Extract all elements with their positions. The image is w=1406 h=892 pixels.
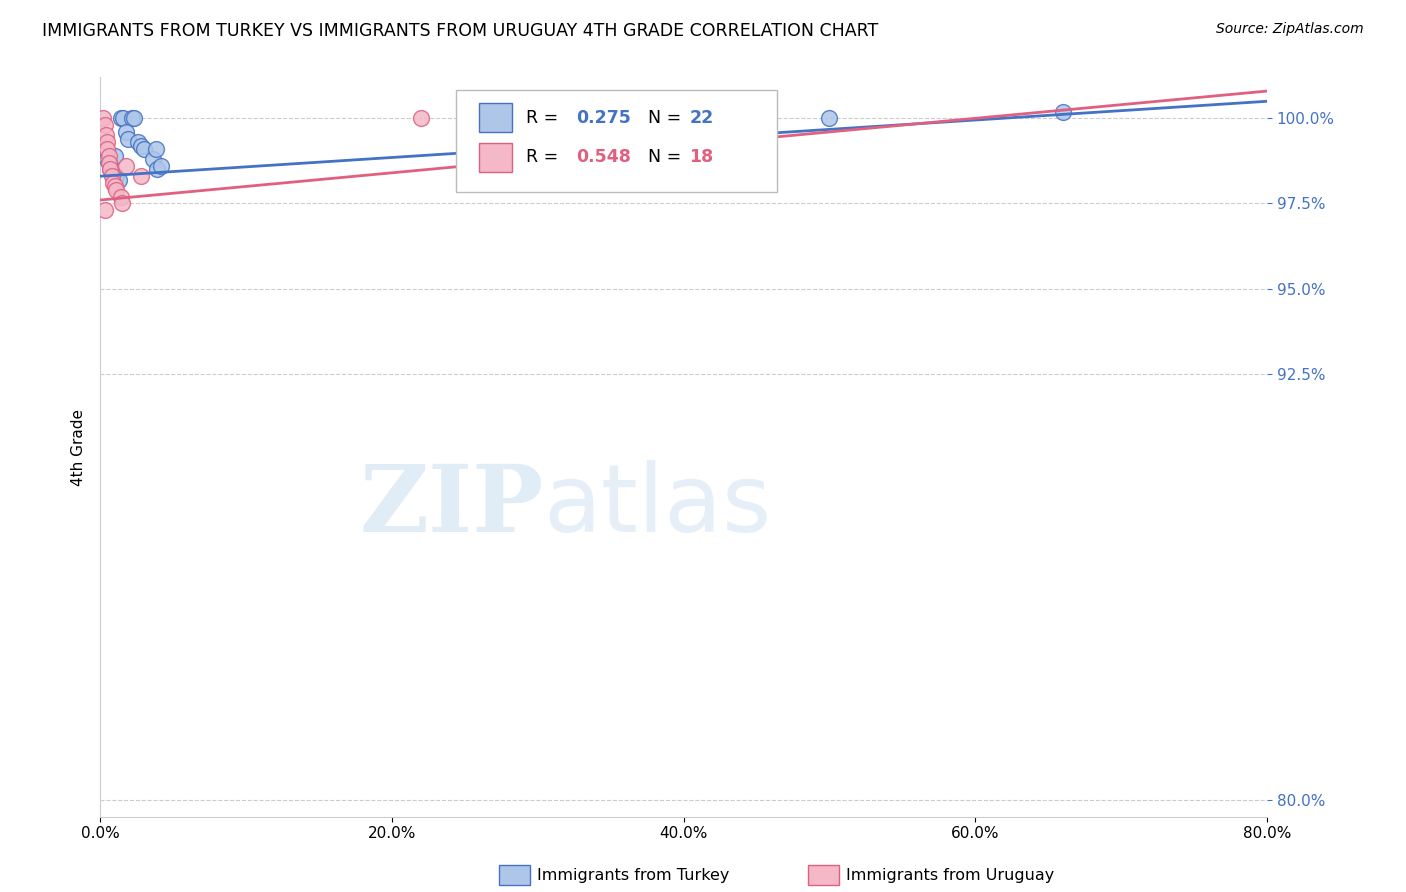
Point <box>104 149 127 163</box>
Point <box>98 162 121 177</box>
Point <box>91 112 114 126</box>
Point <box>110 112 132 126</box>
FancyBboxPatch shape <box>479 103 512 132</box>
Text: 0.548: 0.548 <box>576 148 631 166</box>
Text: R =: R = <box>526 148 564 166</box>
FancyBboxPatch shape <box>456 90 778 192</box>
Point <box>105 169 128 184</box>
Text: ZIP: ZIP <box>360 461 544 551</box>
Point <box>146 162 169 177</box>
Point <box>97 155 120 169</box>
Point <box>93 118 115 132</box>
FancyBboxPatch shape <box>479 143 512 171</box>
Point <box>97 155 120 169</box>
Point <box>105 183 128 197</box>
Point <box>94 128 117 143</box>
Point <box>409 112 432 126</box>
Point <box>129 169 152 184</box>
Text: N =: N = <box>637 148 686 166</box>
Point <box>142 152 165 166</box>
Point <box>98 162 121 177</box>
Point <box>101 166 124 180</box>
Point <box>97 149 120 163</box>
Text: Source: ZipAtlas.com: Source: ZipAtlas.com <box>1216 22 1364 37</box>
Point <box>145 142 167 156</box>
Text: 18: 18 <box>689 148 714 166</box>
Point <box>110 189 132 203</box>
Text: R =: R = <box>526 109 564 127</box>
Point <box>122 112 145 126</box>
Point <box>115 125 138 139</box>
Text: N =: N = <box>637 109 686 127</box>
Point <box>132 142 155 156</box>
Text: atlas: atlas <box>544 460 772 552</box>
Point <box>121 112 143 126</box>
Point <box>108 172 131 186</box>
Point <box>112 112 135 126</box>
Text: 22: 22 <box>689 109 714 127</box>
Text: Immigrants from Uruguay: Immigrants from Uruguay <box>846 869 1054 883</box>
Y-axis label: 4th Grade: 4th Grade <box>72 409 86 485</box>
Point <box>127 135 149 149</box>
Point <box>129 138 152 153</box>
Point <box>150 159 173 173</box>
Point <box>111 196 134 211</box>
Point <box>96 142 118 156</box>
Text: 0.275: 0.275 <box>576 109 631 127</box>
Point <box>117 132 139 146</box>
Point <box>103 176 125 190</box>
Point <box>1052 104 1074 119</box>
Point <box>96 135 118 149</box>
Text: IMMIGRANTS FROM TURKEY VS IMMIGRANTS FROM URUGUAY 4TH GRADE CORRELATION CHART: IMMIGRANTS FROM TURKEY VS IMMIGRANTS FRO… <box>42 22 879 40</box>
Text: Immigrants from Turkey: Immigrants from Turkey <box>537 869 730 883</box>
Point <box>101 169 124 184</box>
Point <box>818 112 841 126</box>
Point <box>96 152 118 166</box>
Point <box>104 179 127 194</box>
Point <box>93 203 115 218</box>
Point <box>115 159 138 173</box>
